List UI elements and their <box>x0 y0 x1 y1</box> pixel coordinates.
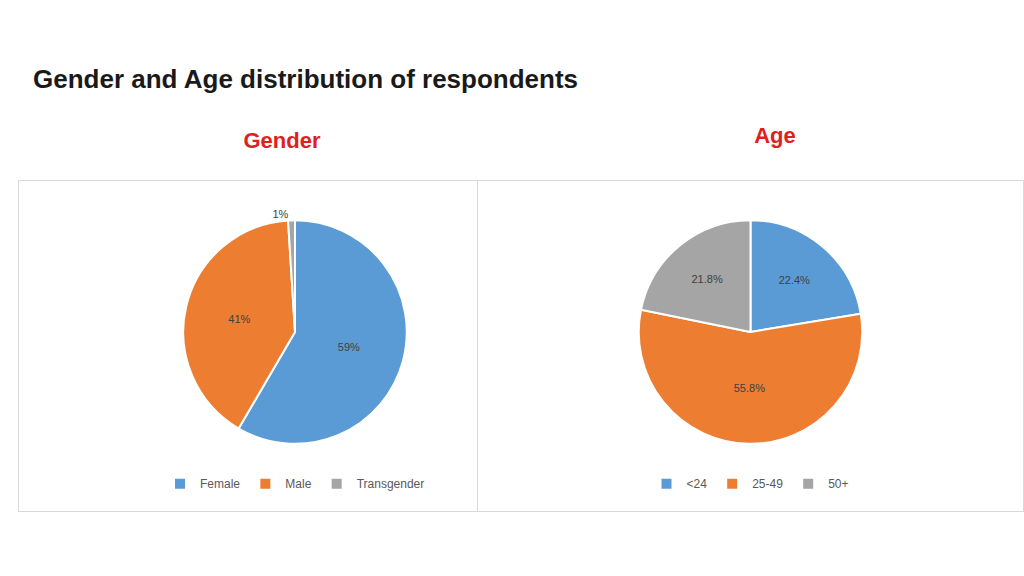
svg-text:22.4%: 22.4% <box>779 274 810 286</box>
svg-text:<24: <24 <box>687 477 708 491</box>
svg-text:55.8%: 55.8% <box>734 382 765 394</box>
html-text:Gender: Gender <box>243 128 321 153</box>
svg-text:41%: 41% <box>228 313 250 325</box>
svg-text:25-49: 25-49 <box>752 477 783 491</box>
svg-text:21.8%: 21.8% <box>691 273 722 285</box>
html-text:Gender and Age distribution of: Gender and Age distribution of responden… <box>33 64 579 94</box>
svg-text:1%: 1% <box>272 208 288 220</box>
svg-text:50+: 50+ <box>828 477 848 491</box>
html-text:Age: Age <box>754 123 796 148</box>
svg-text:Female: Female <box>200 477 240 491</box>
svg-text:59%: 59% <box>338 341 360 353</box>
svg-text:Male: Male <box>285 477 311 491</box>
svg-text:Transgender: Transgender <box>357 477 425 491</box>
